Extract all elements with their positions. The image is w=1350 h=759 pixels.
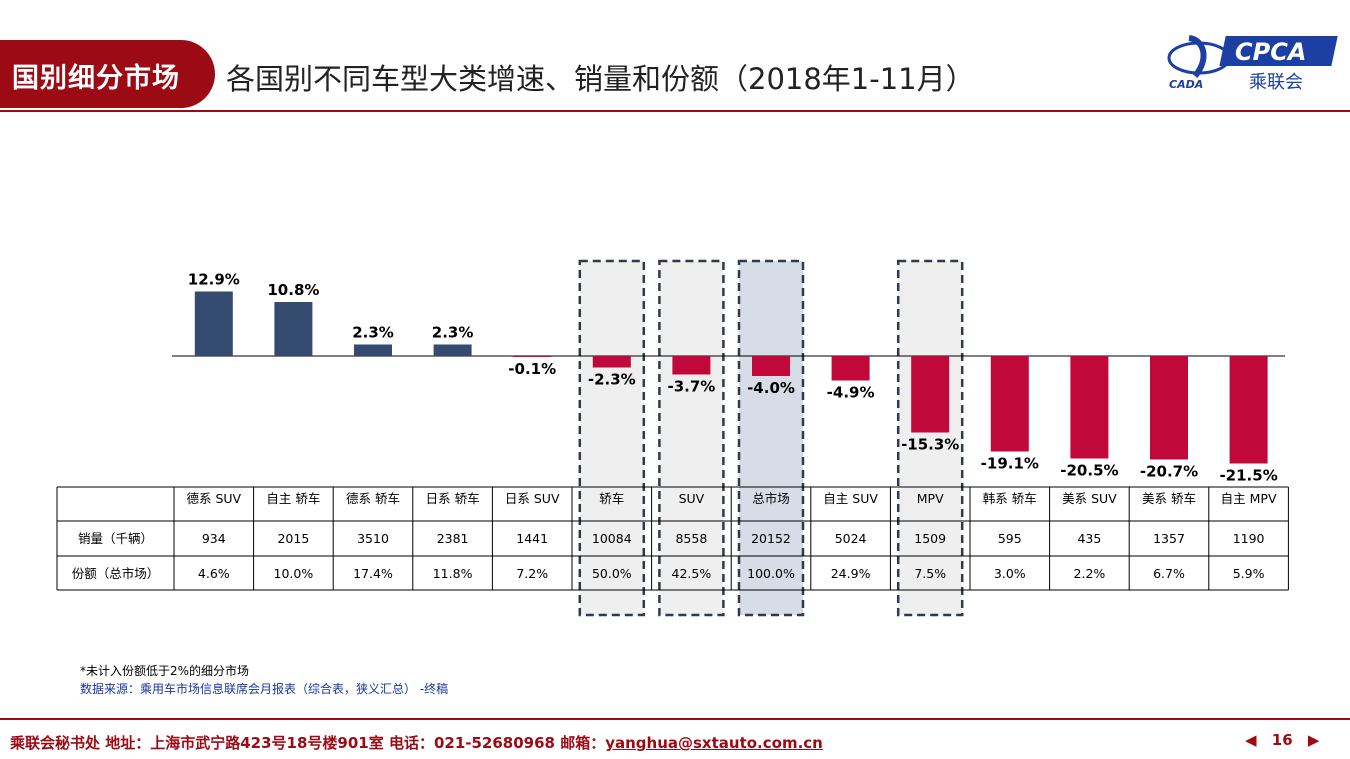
footnote: *未计入份额低于2%的细分市场 [80,664,250,678]
bar-1 [274,302,313,356]
bar-value-label-13: -21.5% [1219,467,1277,485]
bar-6 [672,356,711,375]
bar-12 [1150,356,1188,460]
category-header-2: 德系 轿车 [346,491,400,506]
logo-small: CADA [1169,78,1203,91]
bar-value-label-12: -20.7% [1140,463,1198,481]
data-source: 数据来源：乘用车市场信息联席会月报表（综合表，狭义汇总） -终稿 [80,682,449,696]
bar-11 [1070,356,1109,459]
header-divider [0,110,1350,112]
table-cell-1-6: 42.5% [672,566,712,581]
bar-8 [831,356,870,381]
bar-value-label-6: -3.7% [667,378,715,396]
highlight-box-7 [737,259,805,617]
table-cell-0-8: 5024 [835,531,867,546]
bar-value-label-10: -19.1% [981,455,1039,473]
table-cell-0-7: 20152 [751,531,791,546]
page-number: 16 [1271,731,1293,749]
table-cell-1-9: 7.5% [914,566,946,581]
bar-value-label-4: -0.1% [508,360,556,378]
logo-text: CPCA [1235,38,1306,66]
bar-10 [990,356,1029,452]
table-cell-0-1: 2015 [277,531,309,546]
bar-0 [194,291,233,356]
bar-9 [911,356,950,433]
bar-value-label-7: -4.0% [747,379,795,397]
prev-page-icon[interactable]: ◀ [1245,731,1257,749]
table-cell-0-6: 8558 [675,531,707,546]
category-header-13: 自主 MPV [1221,491,1277,506]
table-cell-1-10: 3.0% [994,566,1026,581]
bar-value-label-1: 10.8% [267,281,319,299]
footer-address: 乘联会秘书处 地址：上海市武宁路423号18号楼901室 电话：021-5268… [10,732,823,753]
table-cell-1-1: 10.0% [274,566,314,581]
bar-value-label-9: -15.3% [901,436,959,454]
table-cell-0-13: 1190 [1233,531,1265,546]
bar-value-label-5: -2.3% [588,371,636,389]
table-cell-1-4: 7.2% [516,566,548,581]
category-header-4: 日系 SUV [505,491,560,506]
section-tag [0,40,215,108]
footer-text: 乘联会秘书处 地址：上海市武宁路423号18号楼901室 电话：021-5268… [10,734,606,752]
table-cell-0-3: 2381 [437,531,469,546]
table-cell-1-0: 4.6% [198,566,230,581]
highlight-box-5 [578,259,646,617]
category-header-11: 美系 SUV [1062,491,1117,506]
table-cell-0-0: 934 [202,531,226,546]
table-cell-0-2: 3510 [357,531,389,546]
category-header-9: MPV [917,491,944,506]
pager: ◀ 16 ▶ [1245,731,1319,749]
bar-value-label-8: -4.9% [827,384,875,402]
table-cell-0-4: 1441 [516,531,548,546]
category-header-12: 美系 轿车 [1142,491,1196,506]
table-cell-1-8: 24.9% [831,566,871,581]
bar-13 [1229,356,1268,464]
category-header-3: 日系 轿车 [426,491,480,506]
table-cell-1-13: 5.9% [1233,566,1265,581]
bar-value-label-0: 12.9% [188,271,240,289]
bar-value-label-3: 2.3% [432,324,474,342]
bar-value-label-2: 2.3% [352,324,394,342]
highlight-box-6 [658,259,725,617]
category-header-5: 轿车 [599,491,624,506]
table-cell-1-11: 2.2% [1074,566,1106,581]
cpca-logo: CPCA 乘联会 CADA [1167,35,1338,92]
page-title: 各国别不同车型大类增速、销量和份额（2018年1-11月） [226,62,975,96]
table-cell-1-5: 50.0% [592,566,632,581]
category-header-8: 自主 SUV [823,491,878,506]
table-cell-0-12: 1357 [1153,531,1185,546]
table-cell-1-2: 17.4% [353,566,393,581]
section-tag-label: 国别细分市场 [12,63,180,94]
logo-swoosh-icon [1188,35,1207,78]
table-cell-0-11: 435 [1077,531,1101,546]
row-label-0: 销量（千辆） [78,531,153,546]
footer-email-link[interactable]: yanghua@sxtauto.com.cn [605,734,823,752]
bar-5 [592,356,631,368]
bar-7 [752,356,790,376]
category-header-7: 总市场 [752,491,790,506]
footer-divider [0,718,1350,720]
category-header-0: 德系 SUV [186,491,241,506]
table-cell-1-3: 11.8% [433,566,473,581]
category-header-1: 自主 轿车 [266,491,320,506]
logo-badge [1219,36,1338,66]
bar-3 [433,344,472,356]
category-header-10: 韩系 轿车 [983,491,1037,506]
bar-value-label-11: -20.5% [1060,462,1118,480]
next-page-icon[interactable]: ▶ [1307,731,1320,749]
table-cell-0-10: 595 [998,531,1022,546]
row-label-1: 份额（总市场） [72,566,160,581]
table-cell-0-9: 1509 [914,531,946,546]
bar-4 [513,356,552,357]
table-cell-1-7: 100.0% [747,566,795,581]
table-cell-1-12: 6.7% [1153,566,1185,581]
logo-sub: 乘联会 [1249,72,1303,92]
table-cell-0-5: 10084 [592,531,632,546]
category-header-6: SUV [679,491,705,506]
bar-2 [354,344,392,356]
